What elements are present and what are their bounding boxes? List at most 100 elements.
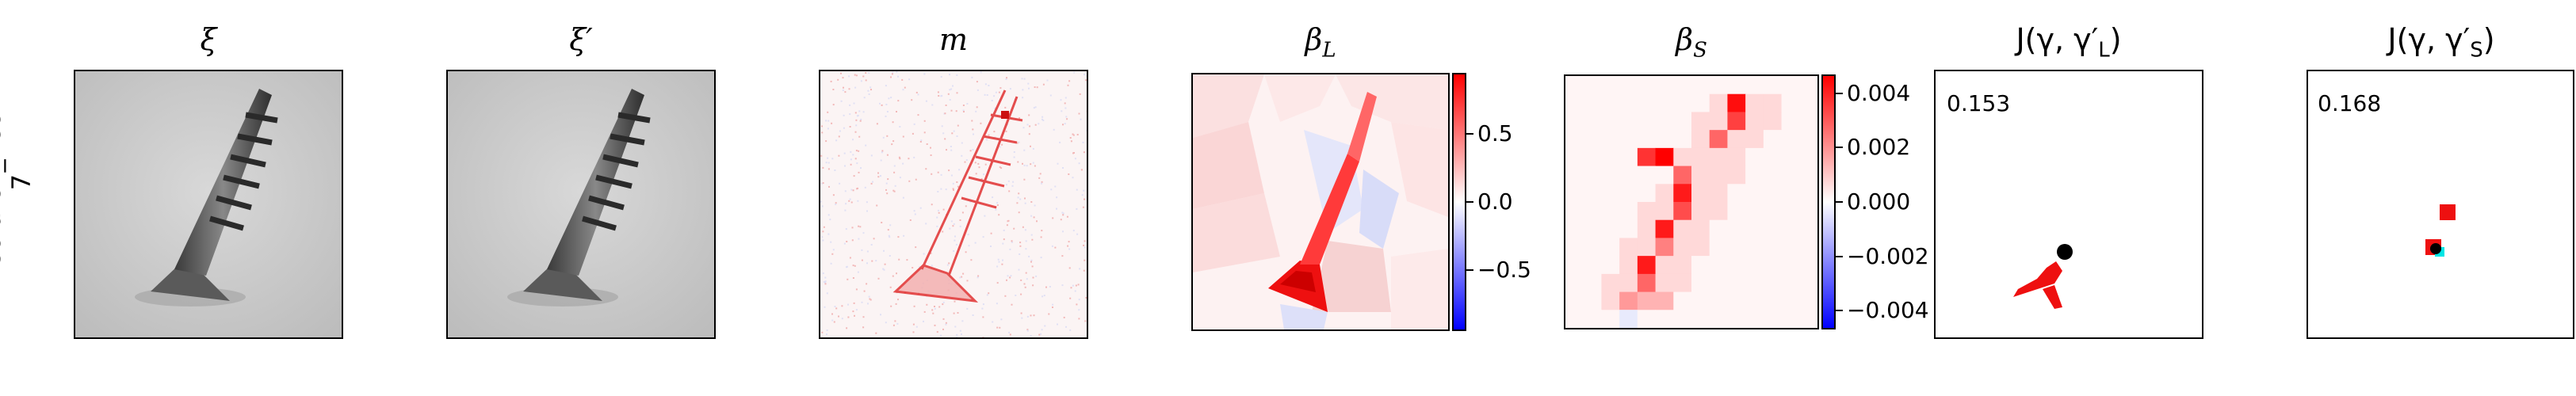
noise-dot: [1018, 192, 1020, 195]
noise-dot: [965, 205, 967, 208]
noise-dot: [835, 307, 838, 310]
noise-dot: [870, 154, 873, 157]
noise-dot: [845, 228, 847, 230]
noise-dot: [1019, 245, 1022, 247]
patch-cell: [1619, 184, 1638, 203]
patch-cell: [1583, 166, 1602, 185]
noise-dot: [1079, 93, 1081, 95]
red-square-1: [2440, 204, 2456, 220]
patch-cell: [1745, 202, 1764, 221]
noise-dot: [855, 124, 858, 127]
noise-dot: [934, 306, 935, 307]
noise-dot: [938, 211, 940, 214]
noise-dot: [1068, 267, 1071, 269]
noise-dot: [862, 316, 865, 318]
noise-dot: [1033, 107, 1035, 109]
noise-dot: [827, 162, 830, 164]
noise-dot: [1032, 284, 1034, 287]
image-j-l: 0.153: [1934, 70, 2203, 339]
noise-dot: [842, 89, 844, 91]
patch-cell: [1601, 166, 1620, 185]
noise-dot: [1041, 230, 1043, 232]
noise-dot: [897, 75, 899, 78]
patch-cell: [1727, 273, 1746, 293]
patch-cell: [1781, 147, 1800, 167]
patch-cell: [1691, 76, 1710, 95]
patch-cell: [1709, 93, 1728, 112]
noise-dot: [1061, 211, 1064, 214]
patch-cell: [1781, 202, 1800, 221]
noise-dot: [857, 114, 859, 116]
noise-dot: [990, 246, 992, 247]
patch-cell: [1727, 219, 1746, 238]
noise-dot: [966, 307, 969, 310]
patch-cell: [1763, 147, 1783, 167]
noise-dot: [913, 305, 915, 307]
noise-dot: [950, 88, 953, 90]
noise-dot: [977, 89, 979, 91]
noise-dot: [996, 282, 999, 284]
noise-dot: [1084, 240, 1086, 242]
patch-cell: [1763, 273, 1783, 293]
noise-dot: [931, 204, 933, 206]
image-j-s: 0.168: [2307, 70, 2574, 339]
noise-dot: [1008, 190, 1011, 192]
noise-dot: [1006, 184, 1007, 186]
noise-dot: [1030, 261, 1032, 263]
patch-cell: [1619, 147, 1638, 167]
patch-cell: [1655, 256, 1674, 275]
noise-dot: [866, 210, 868, 212]
patch-cell: [1691, 93, 1710, 112]
noise-dot: [1010, 275, 1012, 277]
noise-dot: [897, 100, 900, 102]
noise-dot: [826, 292, 828, 295]
patch-cell: [1799, 76, 1817, 95]
noise-dot: [860, 118, 862, 120]
noise-dot: [1069, 297, 1072, 299]
patch-cell: [1637, 147, 1657, 167]
noise-dot: [923, 320, 924, 322]
noise-dot: [1062, 212, 1064, 215]
patch-cell: [1709, 202, 1728, 221]
patch-cell: [1691, 310, 1710, 328]
noise-dot: [1060, 99, 1062, 101]
noise-dot: [872, 181, 873, 183]
noise-dot: [822, 230, 824, 233]
patch-cell: [1763, 93, 1783, 112]
noise-dot: [857, 200, 859, 202]
noise-dot: [1020, 279, 1022, 281]
noise-dot: [843, 152, 846, 154]
noise-dot: [1036, 86, 1038, 89]
noise-dot: [992, 196, 994, 199]
noise-dot: [1039, 173, 1041, 175]
noise-dot: [833, 321, 835, 323]
noise-dot: [885, 182, 888, 185]
noise-dot: [844, 209, 847, 211]
noise-dot: [854, 131, 857, 133]
colorbar-beta-s-tick-label: −0.004: [1847, 297, 1929, 324]
noise-dot: [986, 294, 988, 296]
noise-dot: [834, 169, 836, 171]
noise-dot: [957, 185, 959, 188]
noise-dot: [887, 178, 889, 181]
patch-cell: [1727, 147, 1746, 167]
patch-cell: [1763, 256, 1783, 275]
noise-dot: [830, 80, 832, 82]
noise-dot: [996, 202, 999, 204]
patch-cell: [1637, 76, 1657, 95]
noise-dot: [831, 158, 834, 160]
noise-dot: [1085, 79, 1087, 82]
noise-dot: [1057, 162, 1059, 165]
noise-dot: [823, 280, 825, 283]
noise-dot: [856, 162, 858, 165]
noise-dot: [881, 104, 883, 106]
noise-dot: [953, 130, 955, 132]
patch-cell: [1583, 147, 1602, 167]
noise-dot: [1084, 246, 1086, 249]
noise-dot: [1068, 80, 1071, 82]
colorbar-beta-s-tick-mark: [1836, 92, 1843, 94]
noise-dot: [820, 200, 822, 203]
patch-cell: [1781, 273, 1800, 293]
noise-dot: [954, 300, 956, 303]
noise-dot: [1035, 275, 1038, 277]
